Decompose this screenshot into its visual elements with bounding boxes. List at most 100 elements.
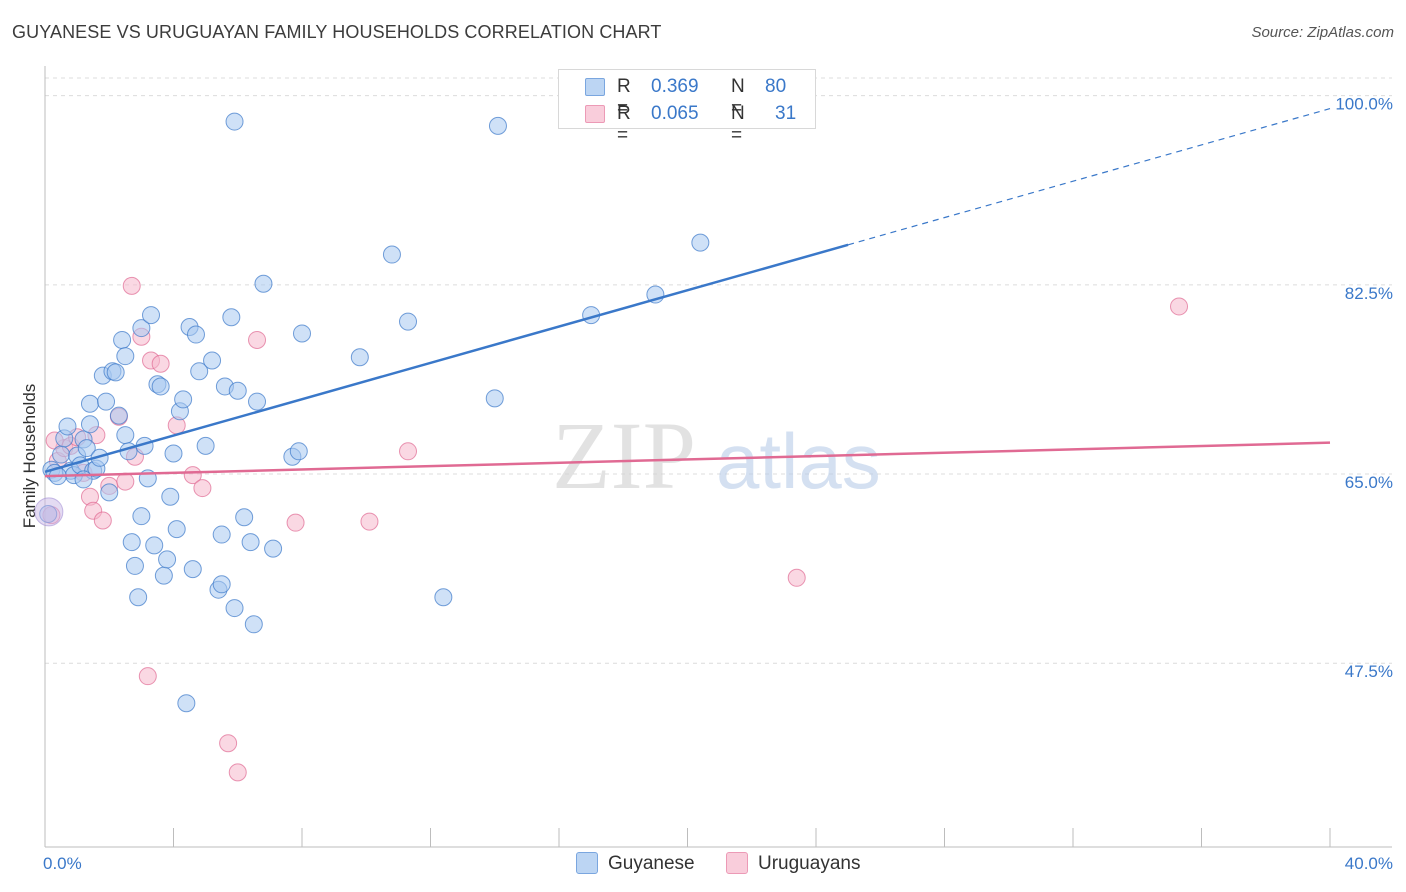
- guyanese-point: [183, 560, 202, 579]
- uruguayans-point: [151, 354, 170, 373]
- guyanese-point: [222, 308, 241, 327]
- guyanese-point: [196, 436, 215, 455]
- guyanese-point: [264, 539, 283, 558]
- x-tick-label: 0.0%: [43, 854, 82, 873]
- guyanese-point: [174, 390, 193, 409]
- x-tick-label: 40.0%: [1345, 854, 1393, 873]
- legend-n-label: N =: [731, 76, 745, 119]
- guyanese-point: [225, 112, 244, 131]
- guyanese-swatch: [585, 78, 605, 96]
- guyanese-point: [106, 363, 125, 382]
- guyanese-point: [488, 116, 507, 135]
- uruguayans-trend-line: [44, 441, 1331, 478]
- guyanese-point: [161, 487, 180, 506]
- tick-labels: 100.0% 82.5% 65.0% 47.5% 0.0% 40.0%: [43, 95, 1393, 873]
- uruguayans-point: [193, 479, 212, 498]
- uruguayans-point: [399, 442, 418, 461]
- uruguayans-point: [360, 512, 379, 531]
- guyanese-point: [145, 536, 164, 555]
- uruguayans-point: [138, 667, 157, 686]
- watermark-atlas: atlas: [716, 417, 881, 505]
- guyanese-trend-extension: [847, 108, 1331, 246]
- uruguayans-swatch: [726, 852, 748, 874]
- guyanese-point: [122, 533, 141, 552]
- uruguayans-point: [183, 466, 202, 485]
- guyanese-point: [691, 233, 710, 252]
- uruguayans-point: [787, 568, 806, 587]
- guyanese-point: [485, 389, 504, 408]
- guyanese-point: [293, 324, 311, 343]
- legend-r-label: R =: [617, 76, 631, 119]
- guyanese-point: [158, 550, 177, 569]
- uruguayans-swatch: [585, 105, 605, 123]
- guyanese-point: [116, 347, 135, 366]
- guyanese-point: [116, 426, 135, 445]
- legend-n-label: N =: [731, 103, 745, 146]
- uruguayans-point: [219, 734, 238, 753]
- guyanese-point: [129, 588, 148, 607]
- guyanese-point: [399, 312, 418, 331]
- bottom-legend-label: Uruguayans: [758, 853, 861, 874]
- source-label: Source: ZipAtlas.com: [1251, 24, 1394, 41]
- guyanese-point: [382, 245, 401, 264]
- guyanese-trend-line: [44, 243, 849, 474]
- uruguayans-point: [286, 513, 305, 532]
- uruguayans-point: [228, 763, 247, 782]
- guyanese-point: [289, 442, 308, 461]
- legend-r-value: 0.369: [651, 76, 699, 97]
- guyanese-point: [151, 377, 170, 396]
- uruguayans-point: [1170, 297, 1189, 316]
- guyanese-point: [177, 694, 196, 713]
- watermark-zip: ZIP: [552, 402, 696, 509]
- guyanese-point: [212, 525, 231, 544]
- guyanese-point: [248, 392, 267, 411]
- guyanese-point: [52, 445, 71, 464]
- guyanese-point: [100, 483, 119, 502]
- guyanese-point: [132, 507, 151, 526]
- guyanese-swatch: [576, 852, 598, 874]
- guyanese-point: [164, 444, 183, 463]
- uruguayans-point: [116, 472, 135, 491]
- guyanese-point: [244, 615, 263, 634]
- guyanese-point: [113, 330, 132, 349]
- y-tick-label: 65.0%: [1345, 473, 1393, 492]
- guyanese-point: [97, 392, 116, 411]
- guyanese-point: [77, 439, 96, 458]
- guyanese-point: [212, 575, 231, 594]
- guyanese-point: [125, 556, 144, 575]
- guyanese-point: [167, 520, 186, 539]
- guyanese-points: [34, 112, 710, 713]
- uruguayans-point: [122, 276, 141, 295]
- legend-n-value: 31: [775, 103, 797, 124]
- legend-r-label: R =: [617, 103, 631, 146]
- guyanese-point: [203, 351, 222, 370]
- guyanese-point: [132, 319, 151, 338]
- guyanese-point: [225, 599, 244, 618]
- guyanese-point: [109, 406, 128, 425]
- guyanese-point: [186, 325, 205, 344]
- y-tick-label: 100.0%: [1335, 95, 1393, 114]
- trend-lines: [44, 108, 1331, 478]
- legend-box: R = 0.369 N = 80 R = 0.065 N = 31: [558, 69, 816, 146]
- guyanese-point: [80, 394, 99, 413]
- grid-lines: [45, 77, 1392, 664]
- guyanese-point: [254, 274, 273, 293]
- guyanese-point: [154, 566, 173, 585]
- legend-r-value: 0.065: [651, 103, 699, 124]
- legend-n-value: 80: [765, 76, 787, 97]
- guyanese-point: [58, 417, 77, 436]
- guyanese-point: [74, 470, 93, 489]
- overlap-point: [34, 497, 64, 527]
- uruguayans-point: [93, 511, 112, 530]
- guyanese-point: [241, 533, 260, 552]
- uruguayans-point: [248, 330, 267, 349]
- guyanese-point: [190, 362, 209, 381]
- guyanese-point: [80, 415, 99, 434]
- y-tick-label: 47.5%: [1345, 662, 1393, 681]
- guyanese-point: [235, 508, 254, 527]
- guyanese-point: [434, 588, 453, 607]
- guyanese-point: [142, 306, 161, 325]
- bottom-legend-label: Guyanese: [608, 853, 695, 874]
- y-tick-label: 82.5%: [1345, 284, 1393, 303]
